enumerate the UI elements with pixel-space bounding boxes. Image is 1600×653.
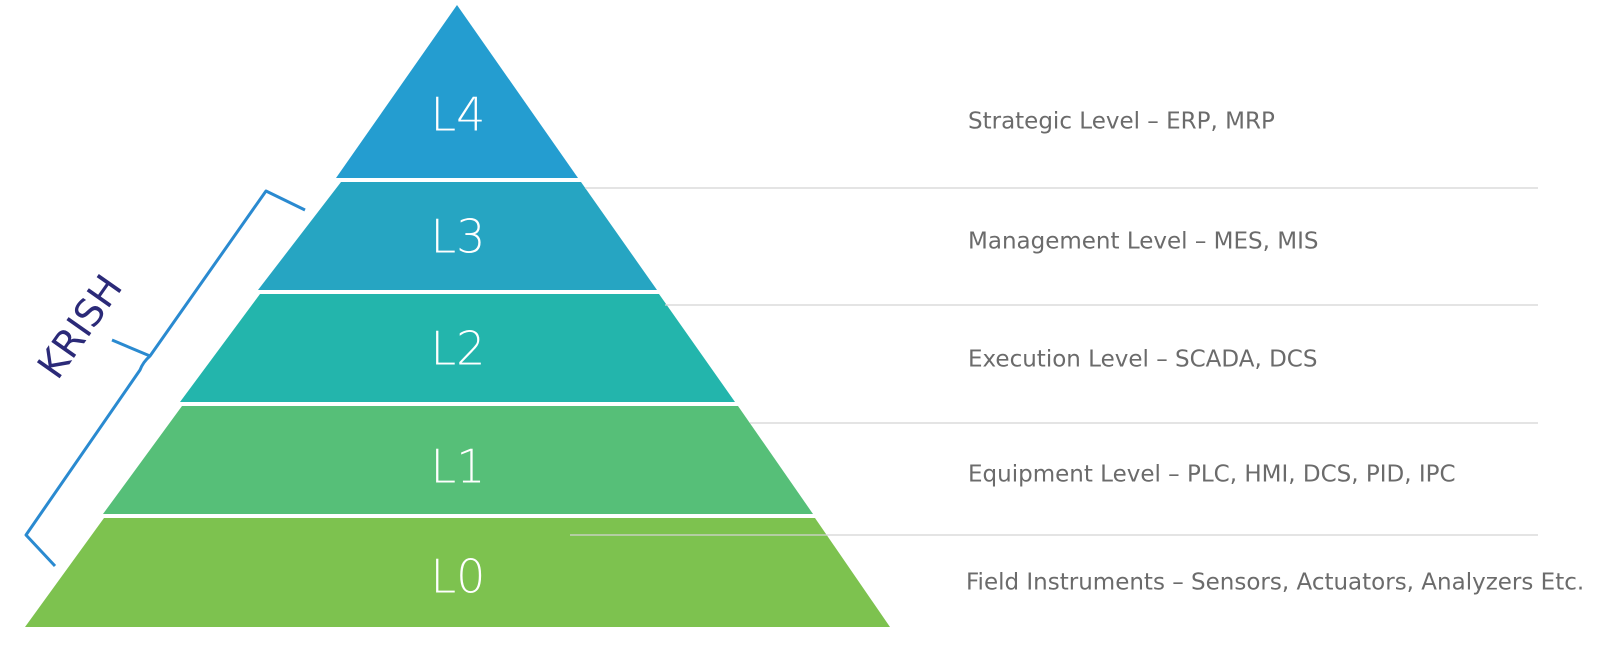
level-label: L3 bbox=[431, 210, 486, 264]
band-l1 bbox=[103, 406, 813, 514]
band-l3 bbox=[258, 182, 657, 290]
band-l2 bbox=[180, 294, 735, 402]
level-description: Equipment Level – PLC, HMI, DCS, PID, IP… bbox=[968, 462, 1456, 488]
band-l0 bbox=[25, 518, 890, 627]
level-label: L2 bbox=[431, 322, 486, 376]
level-label: L0 bbox=[431, 550, 486, 604]
level-description: Field Instruments – Sensors, Actuators, … bbox=[966, 570, 1584, 596]
level-description: Execution Level – SCADA, DCS bbox=[968, 347, 1317, 373]
level-description: Management Level – MES, MIS bbox=[968, 229, 1318, 255]
level-label: L1 bbox=[431, 440, 486, 494]
bracket-label: KRISH bbox=[29, 267, 131, 387]
level-description: Strategic Level – ERP, MRP bbox=[968, 109, 1275, 135]
level-label: L4 bbox=[431, 88, 486, 142]
band-l4 bbox=[336, 5, 578, 178]
bracket bbox=[24, 189, 306, 568]
